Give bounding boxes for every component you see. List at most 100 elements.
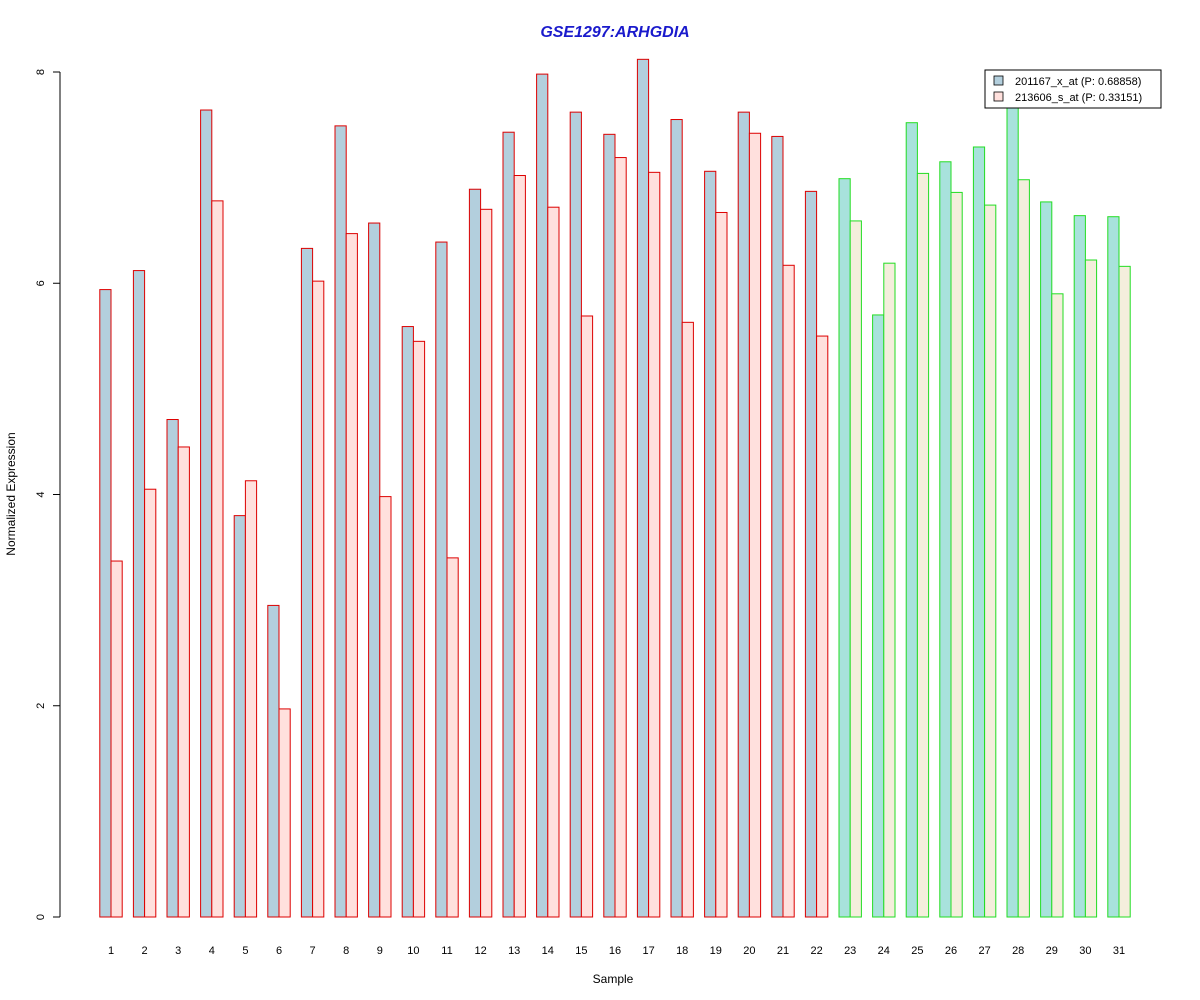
x-tick-label: 16: [609, 945, 621, 957]
y-tick-label: 0: [35, 914, 47, 920]
bar-sample-25-series-2: [916, 172, 930, 918]
bar-sample-10-series-1: [401, 326, 414, 918]
x-tick-label: 4: [209, 945, 215, 957]
bar-sample-21-series-2: [782, 264, 795, 918]
bar-sample-25-series-1: [905, 122, 918, 918]
y-axis-label: Normalized Expression: [4, 432, 18, 555]
bar-sample-29-series-1: [1040, 201, 1053, 918]
bar-sample-8-series-2: [345, 233, 358, 918]
legend-swatch-series-1: [993, 75, 1004, 86]
bar-sample-7-series-1: [300, 247, 314, 918]
x-tick-label: 29: [1046, 945, 1058, 957]
bar-sample-27-series-2: [984, 204, 997, 918]
x-tick-label: 20: [743, 945, 755, 957]
y-axis: 0 2 4 6 8: [35, 69, 61, 920]
bar-sample-22-series-1: [804, 190, 818, 918]
legend-label-series-1: 201167_x_at (P: 0.68858): [1015, 76, 1141, 88]
legend-box: [984, 69, 1162, 109]
bar-sample-26-series-2: [950, 191, 963, 918]
bar-sample-31-series-2: [1118, 265, 1131, 918]
bar-sample-5-series-1: [233, 515, 246, 918]
bar-sample-26-series-1: [939, 161, 952, 918]
x-tick-label: 17: [642, 945, 654, 957]
x-tick-label: 13: [508, 945, 520, 957]
y-tick-label: 4: [35, 491, 47, 497]
bar-sample-28-series-2: [1017, 179, 1030, 918]
x-tick-label: 27: [978, 945, 990, 957]
bar-sample-12-series-2: [480, 208, 493, 918]
legend-label-series-2: 213606_s_at (P: 0.33151): [1015, 92, 1142, 104]
bar-sample-27-series-1: [972, 146, 986, 918]
bar-sample-12-series-1: [468, 188, 482, 918]
bar-sample-9-series-1: [368, 222, 381, 918]
bar-sample-5-series-2: [244, 480, 258, 918]
bar-sample-19-series-2: [715, 211, 728, 918]
x-tick-label: 5: [242, 945, 248, 957]
bar-sample-15-series-1: [569, 111, 582, 918]
x-tick-label: 31: [1113, 945, 1125, 957]
x-tick-label: 6: [276, 945, 282, 957]
x-tick-label: 28: [1012, 945, 1024, 957]
bar-sample-3-series-1: [166, 419, 179, 918]
bar-sample-17-series-2: [648, 171, 661, 918]
x-tick-label: 18: [676, 945, 688, 957]
bar-sample-3-series-2: [177, 446, 190, 918]
bar-sample-20-series-1: [737, 111, 750, 918]
bar-sample-4-series-1: [200, 109, 213, 918]
bar-sample-4-series-2: [211, 200, 224, 918]
bar-sample-17-series-1: [636, 58, 650, 918]
x-tick-label: 12: [474, 945, 486, 957]
bar-sample-1-series-1: [99, 289, 112, 918]
x-tick-label: 8: [343, 945, 349, 957]
bar-sample-13-series-2: [513, 175, 526, 918]
bar-sample-18-series-2: [681, 321, 694, 918]
x-tick-label: 26: [945, 945, 957, 957]
x-tick-label: 23: [844, 945, 856, 957]
bar-sample-2-series-1: [132, 270, 146, 918]
chart-title: GSE1297:ARHGDIA: [540, 24, 689, 41]
x-axis: 1 2 3 4 5 6 7 8 9 10 11 12 13 14 15 16 17 18 19 20 21 22 23 24 2…: [108, 945, 1125, 957]
x-tick-label: 1: [108, 945, 114, 957]
legend: 201167_x_at (P: 0.68858) 213606_s_at (P:…: [984, 69, 1162, 109]
y-tick-label: 2: [35, 703, 47, 709]
x-tick-label: 11: [441, 945, 452, 957]
bar-sample-30-series-2: [1084, 259, 1098, 918]
x-tick-label: 19: [710, 945, 722, 957]
bar-sample-10-series-2: [412, 340, 426, 918]
x-axis-label: Sample: [593, 972, 634, 986]
bar-sample-30-series-1: [1073, 215, 1086, 918]
bar-sample-21-series-1: [771, 135, 784, 918]
bar-sample-1-series-2: [110, 560, 123, 918]
bar-sample-16-series-1: [603, 133, 616, 918]
x-tick-label: 2: [142, 945, 148, 957]
bar-sample-9-series-2: [379, 496, 392, 918]
bar-sample-23-series-2: [849, 220, 862, 918]
bar-sample-11-series-1: [435, 241, 448, 918]
bar-sample-28-series-1: [1006, 101, 1019, 918]
x-tick-label: 25: [911, 945, 923, 957]
legend-swatch-series-2: [993, 91, 1004, 102]
y-tick-label: 8: [35, 69, 47, 75]
bar-sample-7-series-2: [312, 280, 325, 918]
bar-sample-22-series-2: [816, 335, 829, 918]
y-tick-label: 6: [35, 280, 47, 286]
x-tick-label: 21: [777, 945, 789, 957]
x-tick-label: 10: [407, 945, 419, 957]
x-tick-label: 15: [575, 945, 587, 957]
bar-sample-20-series-2: [748, 132, 762, 918]
x-tick-label: 3: [175, 945, 181, 957]
bar-sample-15-series-2: [580, 315, 594, 918]
bar-sample-11-series-2: [446, 557, 459, 918]
bar-sample-24-series-2: [883, 262, 896, 918]
bar-sample-6-series-2: [278, 708, 291, 918]
x-tick-label: 7: [310, 945, 316, 957]
bar-sample-18-series-1: [670, 119, 683, 918]
bar-sample-16-series-2: [614, 157, 627, 918]
bar-sample-19-series-1: [704, 170, 717, 918]
bar-sample-2-series-2: [144, 488, 157, 918]
bars-group: [99, 58, 1131, 918]
bar-sample-13-series-1: [502, 131, 515, 918]
x-tick-label: 22: [810, 945, 822, 957]
bar-sample-14-series-2: [547, 206, 560, 918]
